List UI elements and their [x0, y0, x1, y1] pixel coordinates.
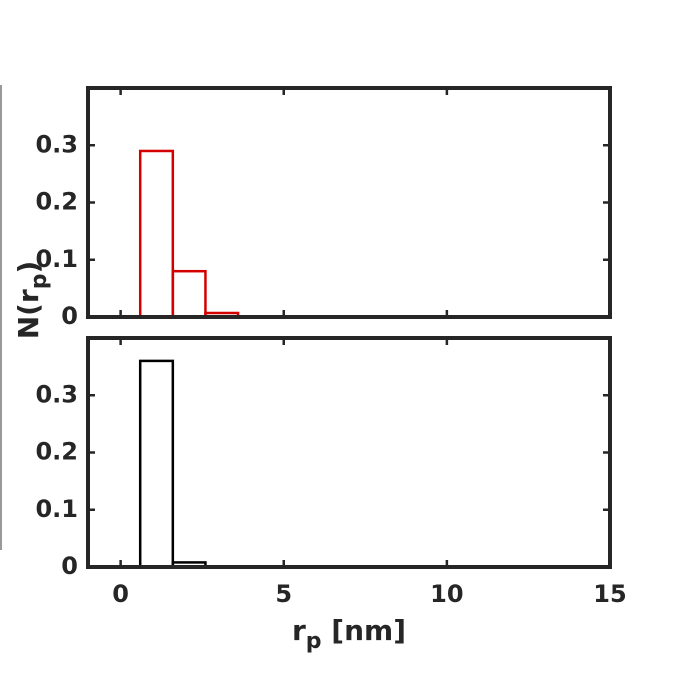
axes-frame [86, 336, 612, 569]
x-tick-label: 0 [112, 580, 129, 608]
xlabel-part: p [306, 629, 322, 654]
x-tick-label: 10 [430, 580, 463, 608]
y-tick-label: 0.1 [35, 495, 78, 523]
ylabel-part: N(r [12, 289, 45, 339]
y-tick-label: 0.1 [35, 245, 78, 273]
y-tick-label: 0 [61, 302, 78, 330]
y-tick-label: 0.2 [35, 188, 78, 216]
histogram-bar [138, 359, 175, 569]
xlabel-part: r [292, 614, 306, 647]
y-tick-label: 0.3 [35, 130, 78, 158]
ylabel-part: ) [12, 261, 45, 274]
y-tick-label: 0.3 [35, 380, 78, 408]
ylabel-part: p [27, 274, 52, 290]
y-tick-label: 0 [61, 552, 78, 580]
histogram-bar [171, 269, 207, 319]
x-tick-label: 15 [593, 580, 626, 608]
xlabel: rp [nm] [292, 614, 406, 654]
y-tick-label: 0.2 [35, 438, 78, 466]
x-tick-label: 5 [275, 580, 292, 608]
ylabel: N(rp) [12, 261, 52, 340]
xlabel-part: [nm] [322, 614, 406, 647]
axes-frame [86, 86, 612, 319]
histogram-bar [138, 149, 175, 319]
